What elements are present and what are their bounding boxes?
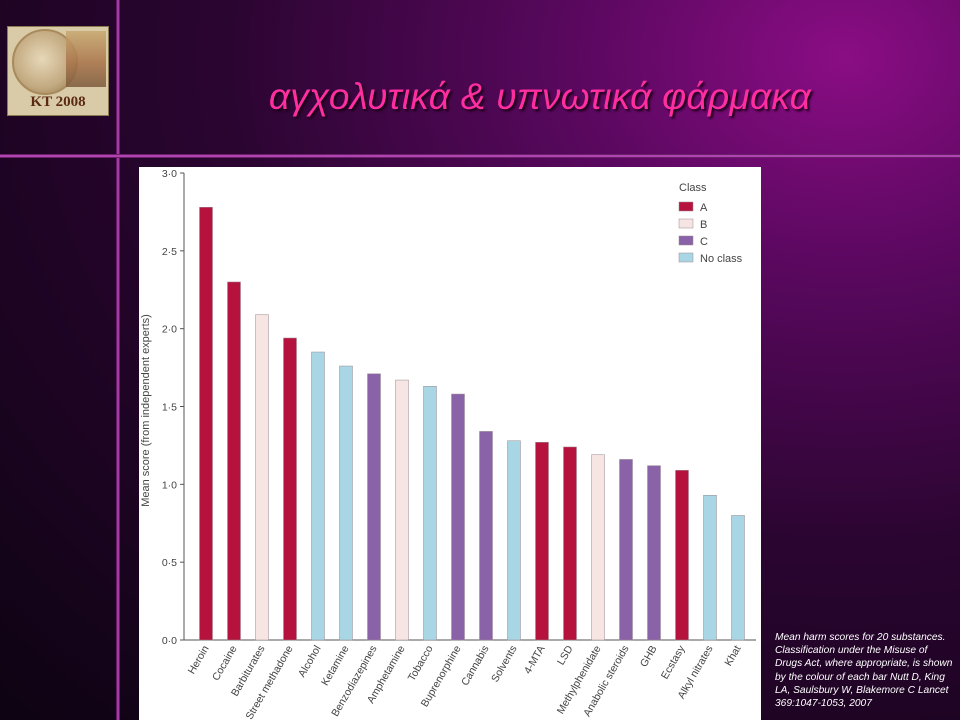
bar-chart: 0·0 0·5 1·0 1·5 2·0 2·5 3·0 Mean score (from in… [140,168,756,720]
legend-label: C [700,236,708,248]
x-tick-label: GHB [638,644,660,670]
chart-panel: 0·0 0·5 1·0 1·5 2·0 2·5 3·0 Mean score (from in… [139,167,761,720]
y-tick-label: 2·5 [162,246,177,258]
bar [395,379,409,641]
bar [479,431,493,641]
legend-swatch [678,235,694,246]
x-tick-label: Cocaine [210,643,240,683]
bar [367,373,381,641]
x-tick-label: LSD [555,643,576,667]
x-tick-label: Cannabis [459,644,492,688]
y-tick-label: 1·5 [162,402,177,414]
bar [451,393,465,641]
vertical-divider [116,0,120,720]
y-tick-label: 2·0 [162,324,177,336]
bar [507,440,521,641]
bar [339,365,353,641]
y-tick-label: 1·0 [162,479,177,491]
x-tick-label: Solvents [489,644,520,685]
legend-swatch [678,201,694,212]
legend-label: No class [700,253,743,265]
legend-swatch [678,218,694,229]
bar [199,206,213,641]
y-axis-label: Mean score (from independent experts) [140,314,152,507]
legend-title: Class [679,182,707,194]
logo-text: KT 2008 [30,94,86,110]
bar [535,442,549,641]
bar [619,459,633,641]
bar [283,337,297,641]
bar [731,515,745,641]
x-tick-label: Heroin [186,643,212,676]
y-tick-label: 0·0 [162,635,177,647]
x-tick-label: Khat [722,643,743,668]
x-tick-label: Tobacco [406,643,436,683]
bar [311,351,325,641]
legend-label: A [700,202,708,214]
bar [563,446,577,641]
x-tick-label: 4-MTA [522,644,548,677]
bar [255,314,269,641]
y-tick-label: 0·5 [162,557,177,569]
x-tick-label: Ecstasy [659,643,688,681]
y-tick-label: 3·0 [162,168,177,180]
bar [423,386,437,641]
bar [227,281,241,641]
bar [647,465,661,641]
figure-caption: Mean harm scores for 20 substances. Clas… [775,632,953,710]
horizontal-divider [0,154,960,158]
x-tick-label: Alcohol [296,644,324,680]
bar [591,454,605,641]
figures-illustration [66,31,106,87]
slide-title: αγχολυτικά & υπνωτικά φάρμακα [268,76,812,117]
legend-label: B [700,219,707,231]
legend-swatch [678,252,694,263]
conference-logo: KT 2008 [7,26,109,116]
bar [675,470,689,641]
bar [703,494,717,641]
